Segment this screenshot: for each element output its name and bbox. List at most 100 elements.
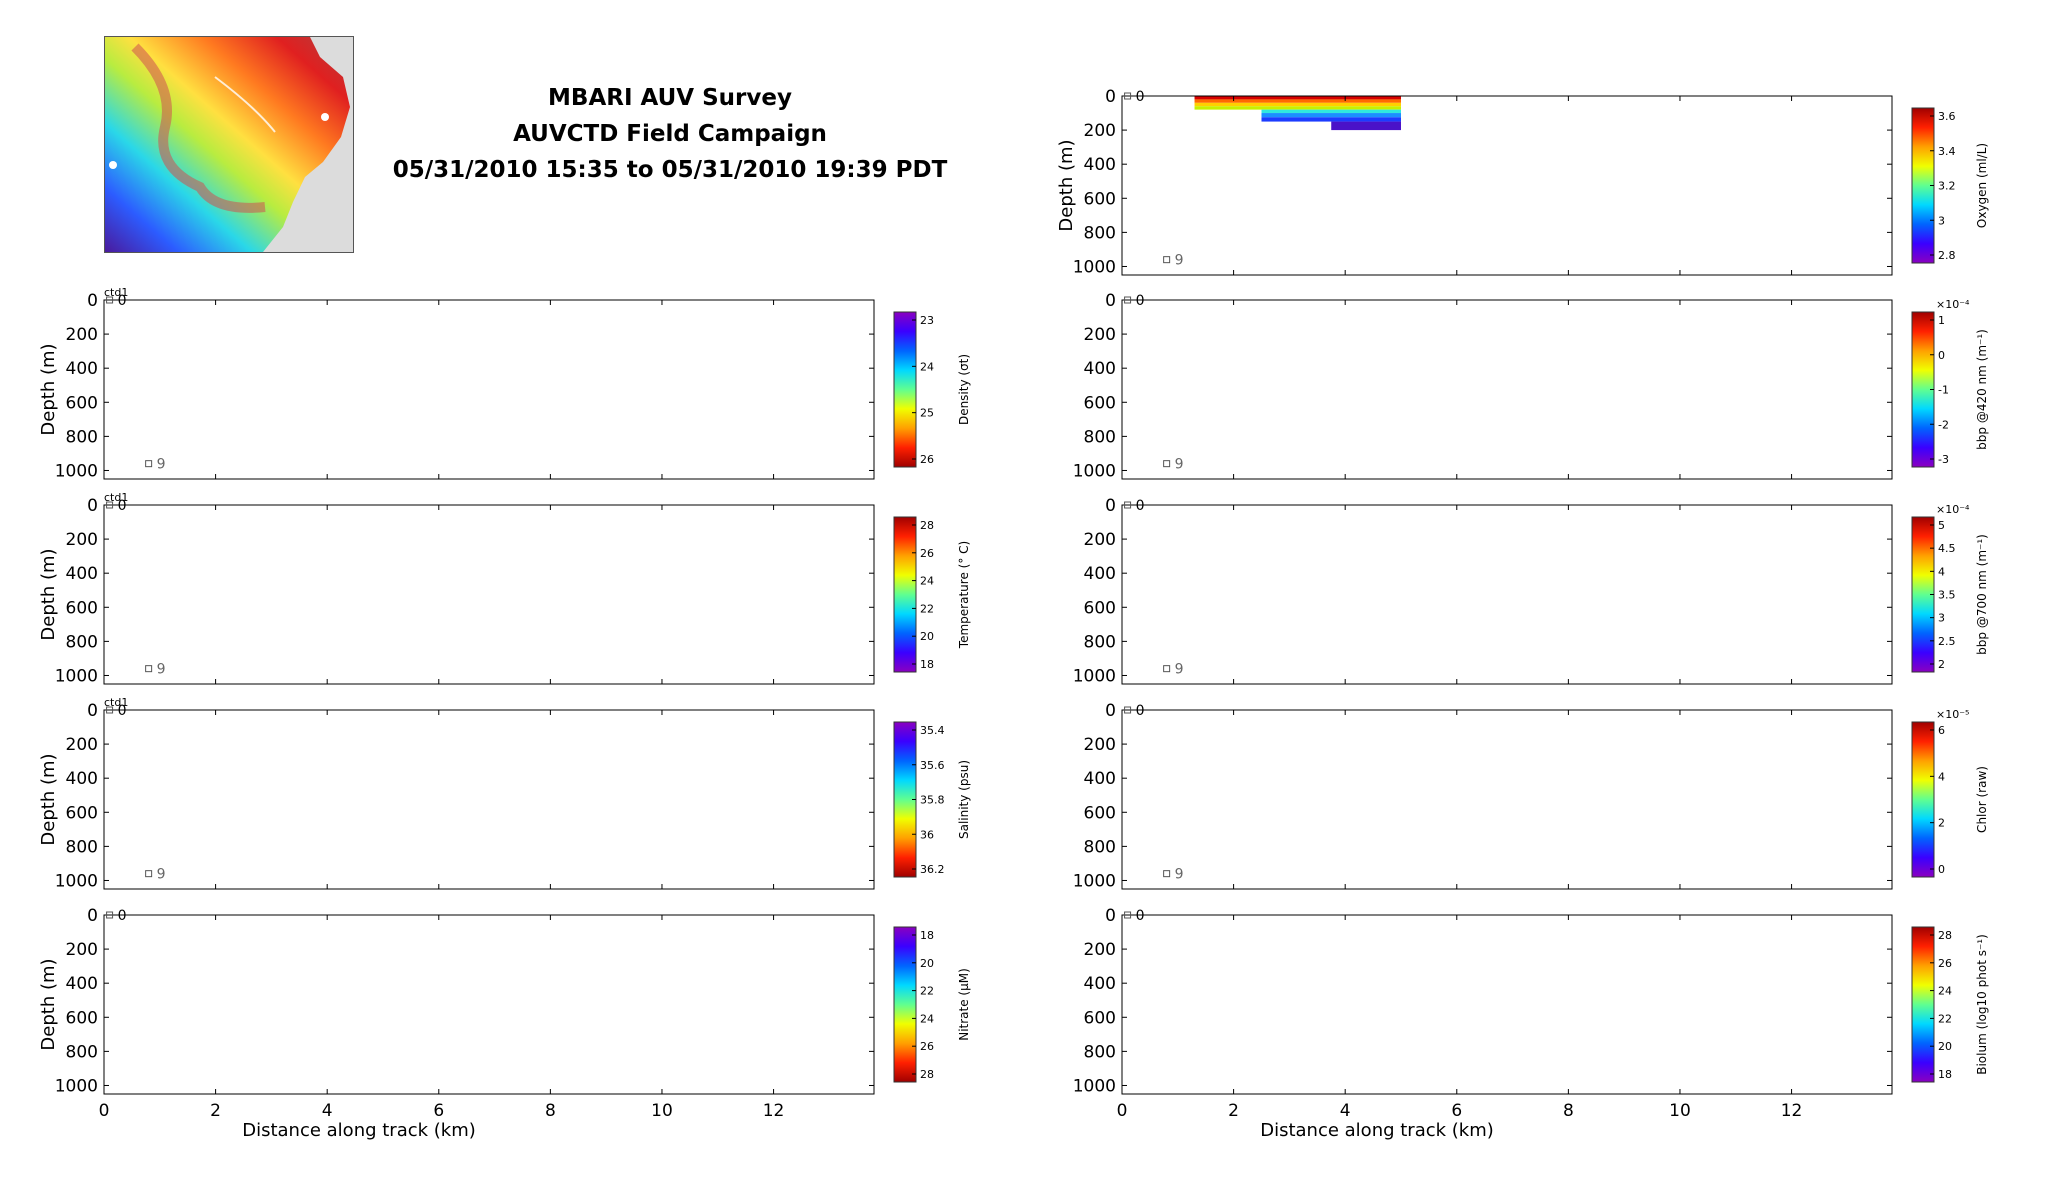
track-marker-oxygen-1 (1163, 256, 1171, 264)
ytick-label: 0 (1105, 496, 1116, 516)
panel-salinity (103, 706, 917, 890)
xtick-label: 0 (1117, 1101, 1128, 1121)
ytick-label: 400 (1084, 769, 1116, 789)
axes-frame-bbp420 (1121, 299, 1893, 480)
ytick-label: 200 (66, 735, 98, 755)
ctd-tag: ctd1 (104, 491, 128, 504)
ytick-label: 1000 (1073, 1076, 1116, 1096)
track-marker-chlor-1 (1163, 870, 1171, 878)
yaxis-label: Depth (m) (38, 958, 59, 1050)
ytick-label: 0 (1105, 701, 1116, 721)
axes-frame-biolum (1121, 914, 1893, 1095)
ytick-label: 200 (1084, 530, 1116, 550)
ytick-label: 600 (66, 803, 98, 823)
colorbar-label: Salinity (psu) (957, 760, 971, 839)
colorbar-tick-label: 28 (920, 519, 934, 532)
ytick-label: 400 (1084, 974, 1116, 994)
panel-biolum (1121, 911, 1935, 1095)
title-line-1: MBARI AUV Survey (548, 85, 792, 111)
colorbar-tick-label: 28 (1938, 929, 1952, 942)
colorbar-tick-label: 3 (1938, 214, 1945, 227)
yaxis-label: Depth (m) (38, 753, 59, 845)
ytick-label: 400 (1084, 155, 1116, 175)
colorbar-tick-label: 26 (1938, 957, 1952, 970)
track-marker-bbp700-0 (1124, 501, 1132, 509)
colorbar-tick-label: 26 (920, 453, 934, 466)
title-line-3: 05/31/2010 15:35 to 05/31/2010 19:39 PDT (392, 157, 948, 183)
panel-bbp700 (1121, 501, 1935, 685)
yaxis-label: Depth (m) (38, 548, 59, 640)
ytick-label: 600 (1084, 803, 1116, 823)
ytick-label: 0 (87, 291, 98, 311)
ytick-label: 200 (66, 940, 98, 960)
track-marker-salinity-0 (106, 706, 114, 714)
track-marker-biolum-0 (1124, 911, 1132, 919)
ytick-label: 600 (1084, 1008, 1116, 1028)
colorbar-tick-label: 3.5 (1938, 589, 1956, 602)
track-marker-label: 0 (118, 293, 127, 309)
ytick-label: 400 (1084, 564, 1116, 584)
data-cell-oxygen-3 (1194, 106, 1401, 110)
xaxis-label: Distance along track (km) (1260, 1120, 1494, 1141)
colorbar-tick-label: 22 (920, 602, 934, 615)
colorbar-tick-label: 24 (920, 1012, 934, 1025)
ytick-label: 200 (1084, 121, 1116, 141)
ytick-label: 1000 (55, 666, 98, 686)
ytick-label: 1000 (1073, 666, 1116, 686)
colorbar-tick-label: 22 (920, 985, 934, 998)
track-marker-label: 0 (1136, 703, 1145, 719)
axes-frame-oxygen (1121, 95, 1893, 276)
track-marker-label: 9 (1175, 253, 1184, 269)
data-cell-oxygen-6 (1261, 117, 1401, 122)
ytick-label: 200 (1084, 940, 1116, 960)
colorbar-tick-label: 24 (1938, 985, 1952, 998)
colorbar-tick-label: -1 (1938, 384, 1949, 397)
track-marker-label: 0 (118, 908, 127, 924)
axes-frame-chlor (1121, 709, 1893, 890)
track-marker-label: 0 (1136, 908, 1145, 924)
ytick-label: 600 (1084, 393, 1116, 413)
xtick-label: 12 (763, 1101, 785, 1121)
colorbar-tick-label: 0 (1938, 349, 1945, 362)
xtick-label: 10 (1669, 1101, 1691, 1121)
ytick-label: 0 (87, 906, 98, 926)
yaxis-label: Depth (m) (1056, 139, 1077, 231)
axes-frame-salinity (103, 709, 875, 890)
colorbar-tick-label: 35.8 (920, 794, 945, 807)
colorbar-tick-label: 18 (920, 929, 934, 942)
colorbar-tick-label: -3 (1938, 453, 1949, 466)
track-marker-label: 0 (1136, 89, 1145, 105)
ytick-label: 200 (1084, 325, 1116, 345)
colorbar-tick-label: -2 (1938, 418, 1949, 431)
colorbar-tick-label: 24 (920, 575, 934, 588)
ytick-label: 1000 (1073, 461, 1116, 481)
track-marker-temperature-0 (106, 501, 114, 509)
panel-bbp420 (1121, 296, 1935, 480)
ytick-label: 1000 (55, 1076, 98, 1096)
colorbar-tick-label: 3.6 (1938, 110, 1956, 123)
ytick-label: 0 (1105, 87, 1116, 107)
axes-frame-bbp700 (1121, 504, 1893, 685)
colorbar-density (893, 311, 917, 468)
ytick-label: 0 (87, 496, 98, 516)
ytick-label: 0 (1105, 291, 1116, 311)
ytick-label: 600 (1084, 189, 1116, 209)
colorbar-label: Temperature (° C) (957, 541, 971, 649)
track-marker-label: 0 (1136, 293, 1145, 309)
colorbar-tick-label: 35.4 (920, 724, 945, 737)
panel-nitrate (103, 911, 917, 1095)
axes-frame-density (103, 299, 875, 480)
ytick-label: 800 (66, 632, 98, 652)
data-cell-oxygen-2 (1194, 102, 1401, 107)
ytick-label: 400 (66, 564, 98, 584)
xtick-label: 4 (1340, 1101, 1351, 1121)
track-marker-nitrate-0 (106, 911, 114, 919)
colorbar-label: Oxygen (ml/L) (1975, 143, 1989, 228)
panel-oxygen (1121, 92, 1935, 276)
axes-frame-temperature (103, 504, 875, 685)
track-marker-oxygen-0 (1124, 92, 1132, 100)
track-marker-label: 9 (1175, 662, 1184, 678)
ctd-tag: ctd1 (104, 286, 128, 299)
track-marker-density-0 (106, 296, 114, 304)
ytick-label: 200 (66, 530, 98, 550)
